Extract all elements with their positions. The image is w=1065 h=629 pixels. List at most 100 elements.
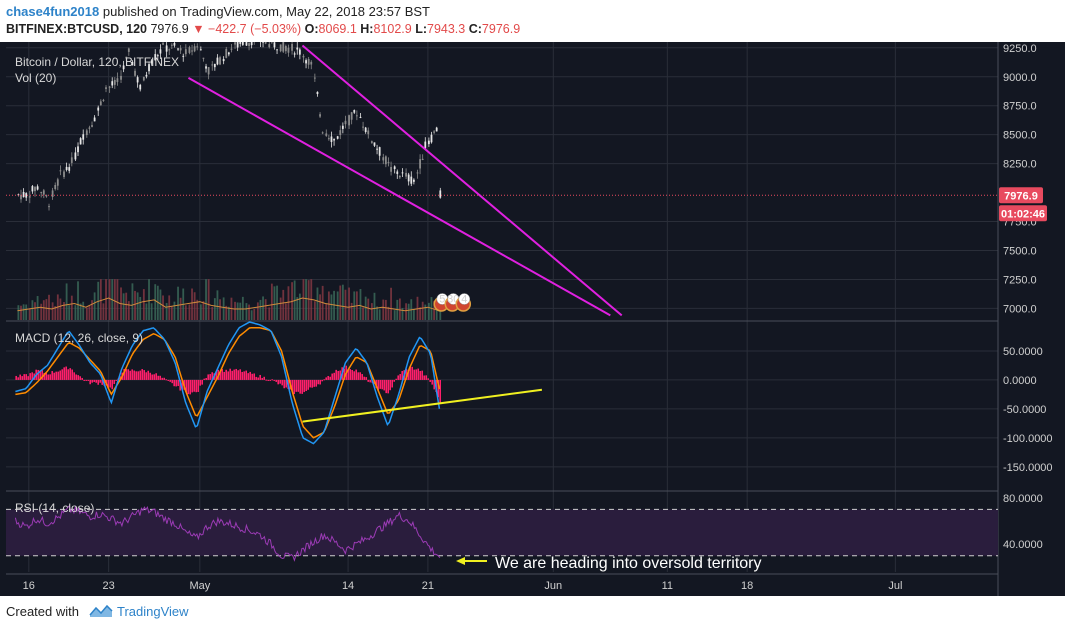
candle-body bbox=[302, 55, 305, 58]
histogram-bar bbox=[325, 377, 328, 380]
candle-body bbox=[216, 57, 219, 65]
volume-bar bbox=[405, 303, 407, 320]
candlestick-series bbox=[17, 42, 442, 211]
volume-bar bbox=[88, 306, 91, 320]
histogram-bar bbox=[123, 368, 126, 380]
macd-tick-label: 0.0000 bbox=[1003, 375, 1037, 387]
author-link[interactable]: chase4fun2018 bbox=[6, 4, 100, 19]
time-tick-label: 16 bbox=[23, 580, 35, 592]
candle-body bbox=[219, 57, 221, 65]
histogram-bar bbox=[353, 371, 356, 380]
histogram-bar bbox=[31, 372, 34, 380]
volume-bar bbox=[156, 285, 159, 320]
histogram-bar bbox=[219, 372, 222, 380]
candle-body bbox=[298, 49, 301, 55]
histogram-bar bbox=[351, 369, 354, 380]
histogram-bar bbox=[57, 371, 60, 380]
tradingview-brand-link[interactable]: TradingView bbox=[117, 604, 189, 619]
histogram-bar bbox=[153, 374, 156, 380]
histogram-bar bbox=[309, 379, 312, 388]
volume-bar bbox=[348, 287, 350, 320]
volume-bar bbox=[424, 304, 427, 320]
volume-bar bbox=[325, 303, 328, 320]
histogram-bar bbox=[253, 373, 256, 380]
candle-body bbox=[241, 42, 244, 45]
histogram-bar bbox=[387, 379, 390, 394]
histogram-bar bbox=[17, 377, 20, 380]
volume-bar bbox=[245, 303, 248, 320]
time-tick-label: May bbox=[189, 580, 210, 592]
histogram-bar bbox=[223, 371, 226, 380]
volume-bar bbox=[364, 296, 367, 320]
candle-body bbox=[227, 52, 230, 55]
volume-bar bbox=[48, 294, 50, 320]
histogram-bar bbox=[81, 377, 84, 380]
candle-body bbox=[159, 49, 162, 54]
candle-body bbox=[170, 44, 173, 46]
volume-bar bbox=[302, 279, 305, 320]
candle-body bbox=[156, 55, 159, 57]
candle-body bbox=[407, 174, 410, 182]
volume-bar bbox=[298, 293, 301, 320]
histogram-bar bbox=[199, 379, 202, 386]
volume-bar bbox=[34, 302, 36, 320]
candle-body bbox=[276, 49, 278, 51]
candle-body bbox=[193, 46, 196, 52]
time-tick-label: Jul bbox=[888, 580, 902, 592]
candle-body bbox=[36, 186, 39, 190]
histogram-bar bbox=[147, 370, 150, 380]
candle-body bbox=[234, 42, 236, 45]
rsi-tick-label: 80.0000 bbox=[1003, 493, 1043, 505]
wedge-upper-line bbox=[301, 44, 623, 317]
tradingview-logo-icon[interactable] bbox=[88, 602, 114, 620]
candle-body bbox=[401, 172, 404, 174]
event-badge-label: 5 bbox=[439, 294, 445, 306]
histogram-bar bbox=[89, 379, 92, 385]
histogram-bar bbox=[37, 369, 40, 380]
volume-bar bbox=[248, 304, 250, 320]
histogram-bar bbox=[303, 379, 306, 393]
chart-canvas[interactable]: 9250.09000.08750.08500.08250.07750.07500… bbox=[0, 42, 1065, 596]
candle-body bbox=[85, 130, 88, 135]
volume-bar bbox=[282, 289, 285, 320]
volume-bar bbox=[253, 309, 256, 320]
volume-bar bbox=[82, 301, 85, 320]
histogram-bar bbox=[19, 374, 22, 380]
histogram-bar bbox=[257, 377, 260, 380]
candle-body bbox=[421, 158, 424, 160]
volume-bar bbox=[184, 305, 187, 320]
histogram-bar bbox=[299, 379, 302, 394]
histogram-bar bbox=[107, 379, 110, 389]
histogram-bar bbox=[425, 375, 428, 380]
histogram-bar bbox=[359, 372, 362, 380]
histogram-bar bbox=[261, 377, 264, 380]
histogram-bar bbox=[413, 369, 416, 380]
volume-bar bbox=[150, 303, 153, 320]
volume-bar bbox=[384, 299, 387, 320]
volume-bar bbox=[241, 296, 244, 320]
candle-body bbox=[370, 141, 373, 143]
histogram-bar bbox=[131, 369, 134, 380]
candle-body bbox=[336, 136, 339, 139]
histogram-bar bbox=[43, 372, 46, 380]
candle-body bbox=[207, 67, 210, 75]
volume-bar bbox=[122, 293, 125, 320]
volume-bar bbox=[412, 309, 415, 320]
candle-body bbox=[384, 156, 387, 165]
volume-bar bbox=[148, 279, 150, 320]
macd-tick-label: -100.0000 bbox=[1003, 433, 1053, 445]
time-tick-label: 18 bbox=[741, 580, 753, 592]
candle-body bbox=[51, 190, 54, 198]
histogram-bar bbox=[265, 379, 268, 381]
histogram-bar bbox=[129, 370, 132, 380]
candle-body bbox=[279, 44, 282, 52]
histogram-bar bbox=[429, 379, 432, 382]
volume-bar bbox=[139, 296, 142, 320]
histogram-bar bbox=[393, 379, 396, 382]
histogram-bar bbox=[421, 370, 424, 380]
volume-bar bbox=[168, 295, 171, 320]
candle-body bbox=[179, 48, 182, 51]
histogram-bar bbox=[49, 374, 52, 380]
candle-body bbox=[168, 49, 171, 51]
histogram-bar bbox=[279, 379, 282, 384]
